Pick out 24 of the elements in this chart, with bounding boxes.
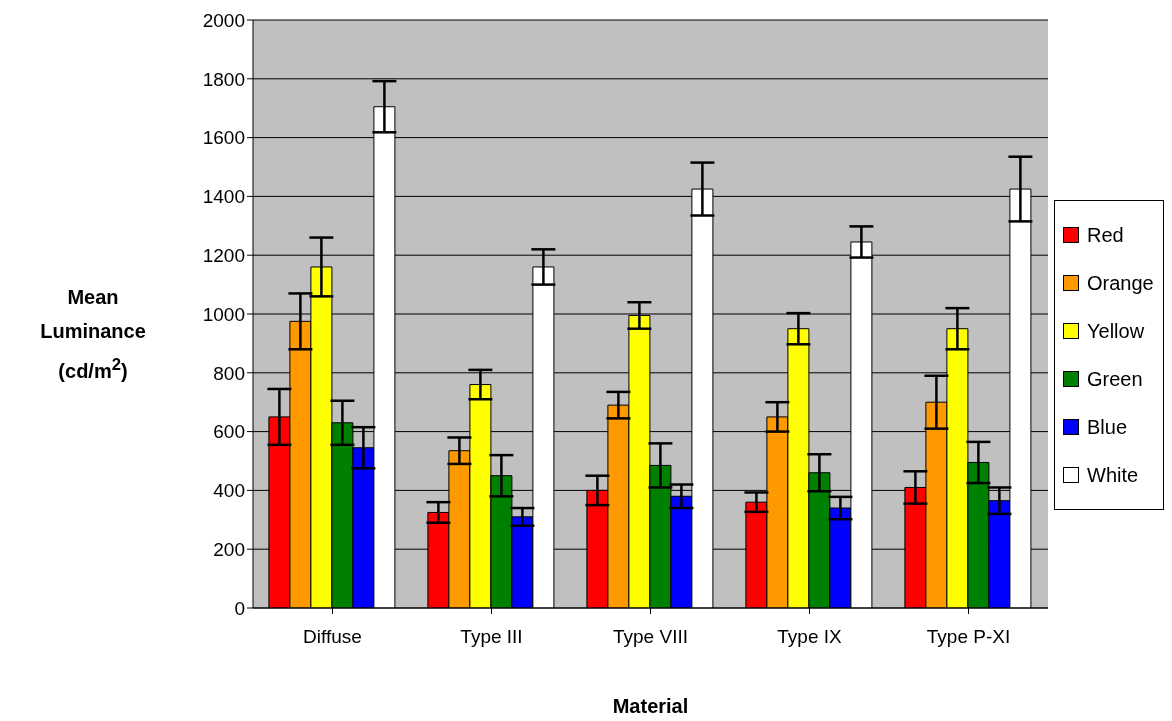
legend-label: Green	[1087, 367, 1143, 391]
x-tick-label: Type P-XI	[926, 626, 1011, 648]
y-axis-title: Mean Luminance (cd/m$^{2}$)	[39, 285, 147, 384]
y-tick-label: 200	[213, 538, 245, 560]
y-tick-label: 0	[234, 597, 245, 619]
x-axis-title: Material	[612, 695, 689, 717]
y-tick-label: 1800	[202, 68, 245, 90]
x-tick-label: Diffuse	[303, 626, 362, 648]
y-tick-label: 2000	[202, 9, 245, 31]
legend-label: Blue	[1087, 415, 1128, 439]
legend-label: White	[1087, 463, 1139, 487]
y-tick-label: 1600	[202, 127, 245, 149]
y-tick-label: 1200	[202, 244, 245, 266]
x-tick-label: Type VIII	[613, 626, 688, 648]
x-tick-label: Type III	[460, 626, 523, 648]
y-tick-label: 400	[213, 480, 245, 502]
legend-label: Red	[1087, 223, 1124, 247]
y-tick-label: 1000	[202, 303, 245, 325]
legend-label: Yellow	[1087, 319, 1145, 343]
x-tick-label: Type IX	[777, 626, 843, 648]
y-tick-label: 1400	[202, 186, 245, 208]
y-tick-label: 600	[213, 421, 245, 443]
legend-label: Orange	[1087, 271, 1154, 295]
y-tick-label: 800	[213, 362, 245, 384]
